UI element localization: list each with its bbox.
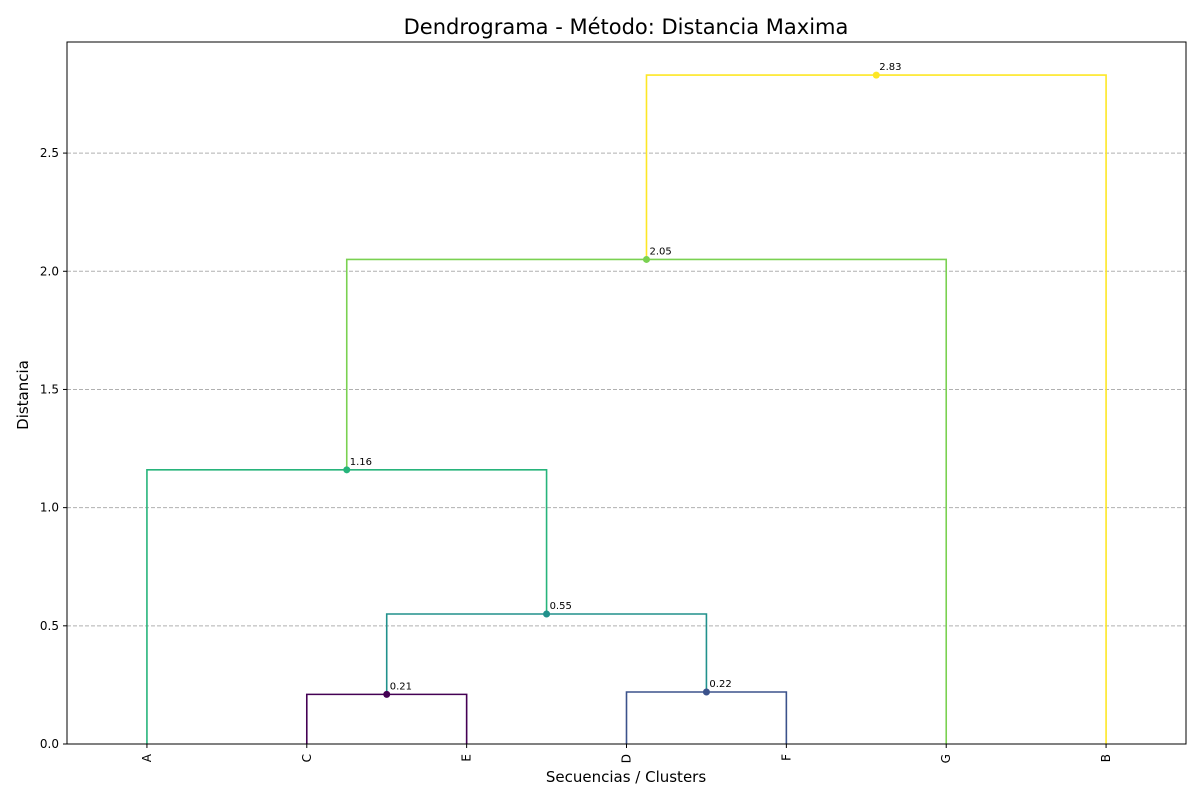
merge-distance-label: 2.05 [649,246,671,257]
y-axis-label: Distancia [14,360,32,430]
merge-distance-label: 1.16 [350,457,372,468]
y-tick-label: 0.0 [40,737,59,751]
merge-distance-label: 0.55 [550,601,572,612]
link-A+C+E+D+F+G-B [645,74,1107,744]
merge-distance-label: 0.21 [390,681,412,692]
merge-distance-label: 0.22 [709,679,731,690]
x-axis-label: Secuencias / Clusters [546,768,706,786]
merge-nodes: 0.21 0.22 0.55 1.16 2.05 2.83 [343,62,902,698]
y-tick-label: 1.0 [40,501,59,515]
y-tick-label: 2.0 [40,264,59,278]
leaf-label-B: B [1099,754,1113,762]
merge-node [702,688,710,696]
y-axis-ticks: 0.0 0.5 1.0 1.5 2.0 2.5 [40,146,67,751]
link-A-C+E+D+F [146,469,548,744]
merge-node [343,466,351,474]
merge-node [543,610,551,618]
leaf-label-D: D [620,754,634,763]
merge-node [383,690,391,698]
merge-distance-label: 2.83 [879,62,901,73]
leaf-label-F: F [779,754,793,761]
link-C-E [305,693,468,744]
link-A+C+E+D+F-G [345,258,948,744]
leaf-label-E: E [460,754,474,762]
y-tick-label: 2.5 [40,146,59,160]
leaf-label-C: C [300,754,314,762]
leaf-label-A: A [140,753,154,762]
plot-frame [66,41,1187,745]
y-tick-label: 0.5 [40,619,59,633]
link-D-F [625,691,788,744]
merge-node [642,255,650,263]
grid-lines [67,152,1186,627]
chart-title: Dendrograma - Método: Distancia Maxima [404,15,849,39]
dendrogram-links [146,74,1107,744]
leaf-label-G: G [939,754,953,763]
merge-node [872,71,880,79]
y-tick-label: 1.5 [40,382,59,396]
